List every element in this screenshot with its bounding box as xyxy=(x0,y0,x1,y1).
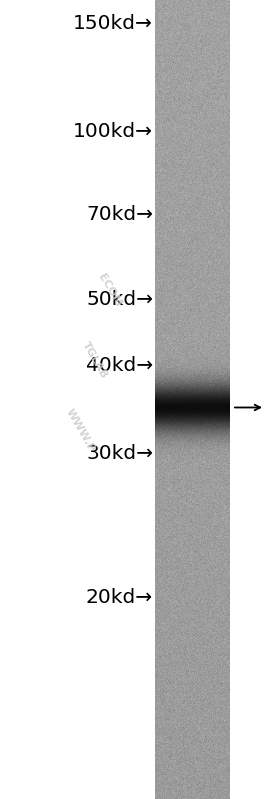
Text: 50kd→: 50kd→ xyxy=(86,290,153,309)
Text: 30kd→: 30kd→ xyxy=(86,444,153,463)
Text: 70kd→: 70kd→ xyxy=(86,205,153,224)
Text: 20kd→: 20kd→ xyxy=(86,588,153,607)
Text: ECOM: ECOM xyxy=(97,272,123,308)
Text: WWW.P: WWW.P xyxy=(64,407,96,453)
Text: TGLAB: TGLAB xyxy=(80,340,109,380)
Text: 40kd→: 40kd→ xyxy=(86,356,153,376)
Text: 150kd→: 150kd→ xyxy=(73,14,153,34)
Text: 100kd→: 100kd→ xyxy=(73,122,153,141)
